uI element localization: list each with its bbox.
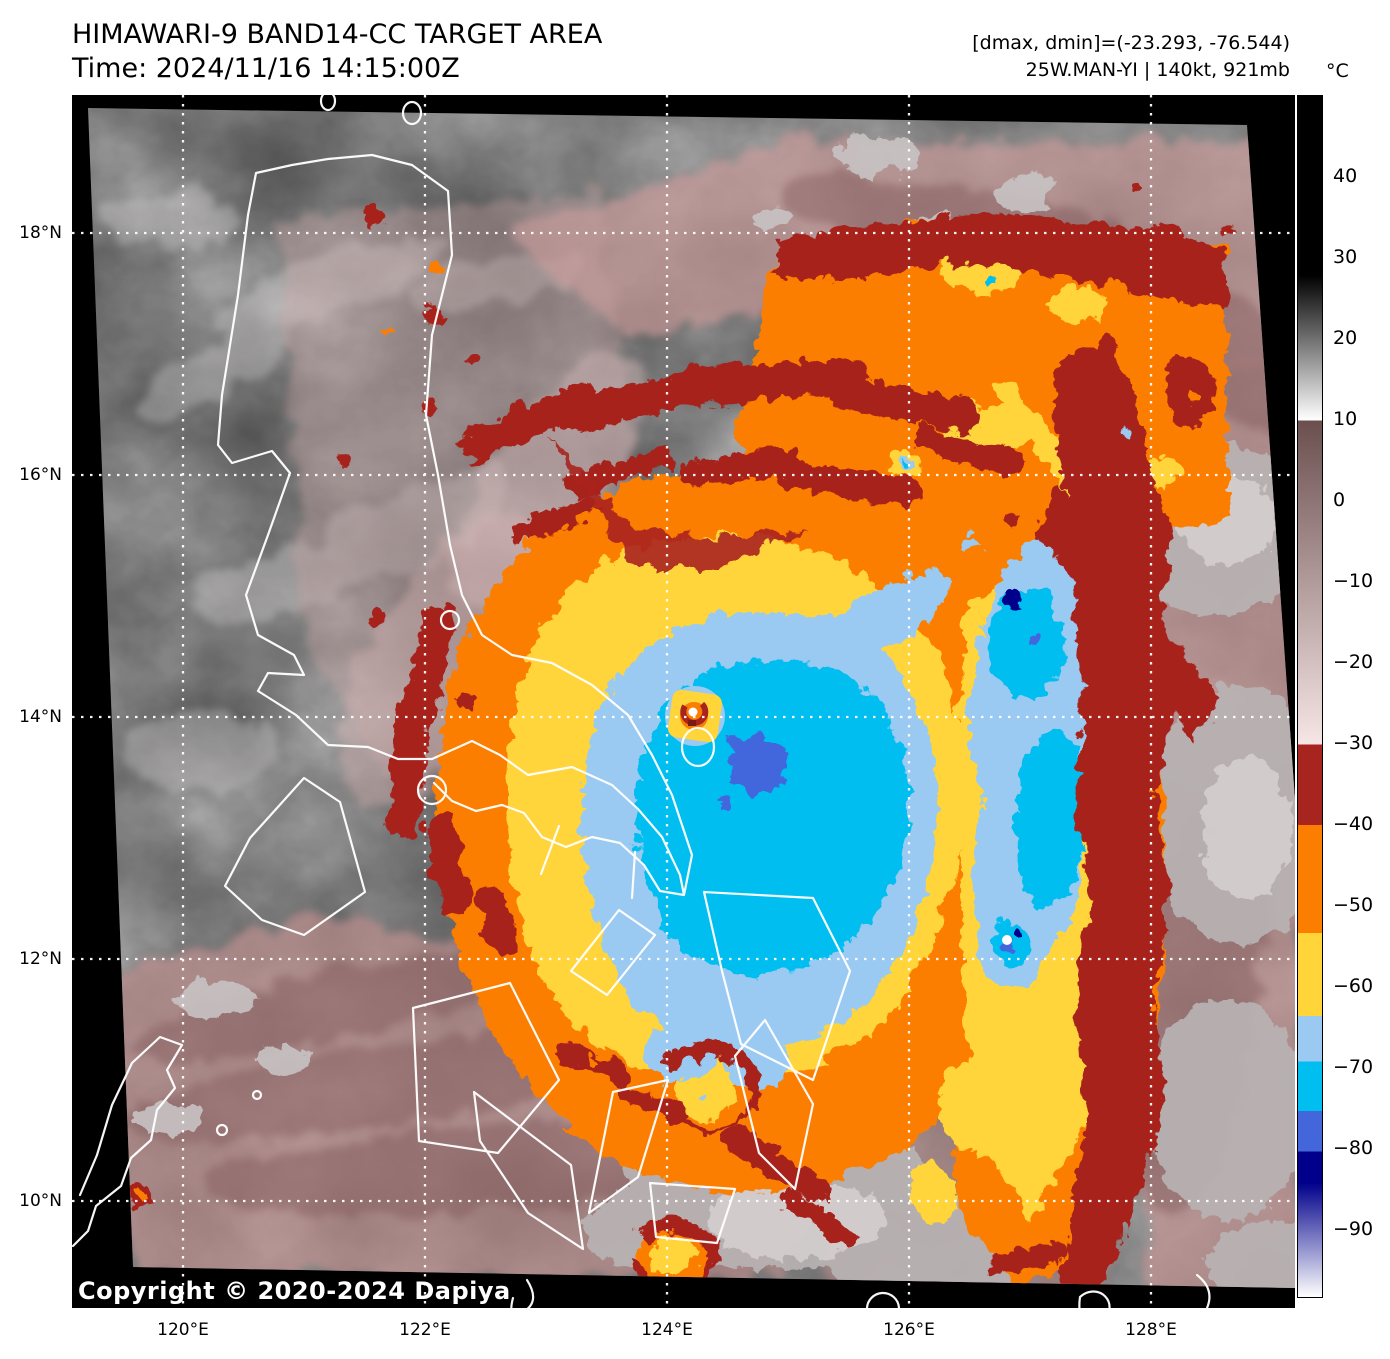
coastline-mindoro [223,776,367,937]
colorbar-tick: −90 [1333,1217,1374,1240]
colorbar-tick: 0 [1333,488,1346,511]
graticule [72,95,1295,1308]
coastline-burias [539,824,561,876]
lat-tick-label: 18°N [19,223,62,243]
colorbar-tick: 30 [1333,245,1358,268]
small-cold-dots [692,271,1125,1100]
colorbar-tick: −30 [1333,731,1374,754]
typhoon-cold-cloud-shield [122,176,1230,1288]
colorbar-tick: −50 [1333,893,1374,916]
coastline-mindanao-2 [865,1291,901,1308]
coastline-palawan [72,1035,184,1248]
coastline-babuyan-2 [401,100,423,126]
coastline-cuyo-2 [251,1089,263,1101]
coastline-babuyan-1 [319,95,337,112]
lon-tick-label: 128°E [1125,1320,1177,1340]
colorbar-tick: −80 [1333,1136,1374,1159]
coastline-samar [702,890,852,1082]
dark-red-bands [122,176,1230,1288]
lon-tick-label: 126°E [883,1320,935,1340]
lat-tick-label: 16°N [19,465,62,485]
colorbar-tick: −10 [1333,569,1374,592]
storm-info-line: 25W.MAN-YI | 140kt, 921mb [1025,59,1290,81]
dmax-dmin-line: [dmax, dmin]=(-23.293, -76.544) [972,32,1290,54]
colorbar-tick: 10 [1333,407,1358,430]
coastline-mindanao-4 [1195,1273,1211,1308]
satellite-map: Copyright © 2020-2024 Dapiya [72,95,1295,1308]
coastline-luzon [216,153,694,897]
title-line: HIMAWARI-9 BAND14-CC TARGET AREA [72,19,603,50]
coastline-catanduanes [680,726,716,768]
lat-tick-label: 14°N [19,707,62,727]
lat-tick-label: 10°N [19,1191,62,1211]
lon-tick-label: 122°E [399,1320,451,1340]
mesovortex-dot [1002,935,1012,945]
coastline-mindanao-1 [510,1278,535,1308]
coastline-negros [472,1090,585,1251]
colorbar-tick: −70 [1333,1055,1374,1078]
page-title: HIMAWARI-9 BAND14-CC TARGET AREA Time: 20… [72,18,602,86]
lon-tick-label: 124°E [641,1320,693,1340]
coastline-polillo [439,609,461,631]
coastline-cuyo-1 [215,1123,229,1137]
coastline-masbate [569,908,657,997]
lat-tick-label: 12°N [19,949,62,969]
colorbar-tick: 20 [1333,326,1358,349]
colorbar-unit-label: °C [1326,60,1349,82]
satellite-map-canvas [72,95,1295,1308]
copyright-label: Copyright © 2020-2024 Dapiya [78,1277,511,1305]
coastline-cebu [587,1078,670,1215]
orange-accents [129,260,1198,1196]
coastline-marinduque [416,774,448,806]
coastline-leyte [733,1018,815,1191]
coastline-bohol [648,1181,737,1245]
coastline-mindanao-3 [1078,1290,1111,1308]
temperature-colorbar [1297,95,1323,1298]
colorbar-tick: −20 [1333,650,1374,673]
lon-tick-label: 120°E [157,1320,209,1340]
colorbar-tick: −40 [1333,812,1374,835]
coastline-ticao [630,850,637,900]
info-block: [dmax, dmin]=(-23.293, -76.544) 25W.MAN-Y… [972,30,1290,84]
colorbar-tick: −60 [1333,974,1374,997]
coastline-panay [411,981,561,1155]
time-line: Time: 2024/11/16 14:15:00Z [72,53,460,84]
swath-imagery [88,108,1295,1288]
coastlines [72,95,1211,1308]
colorbar-tick: 40 [1333,164,1358,187]
